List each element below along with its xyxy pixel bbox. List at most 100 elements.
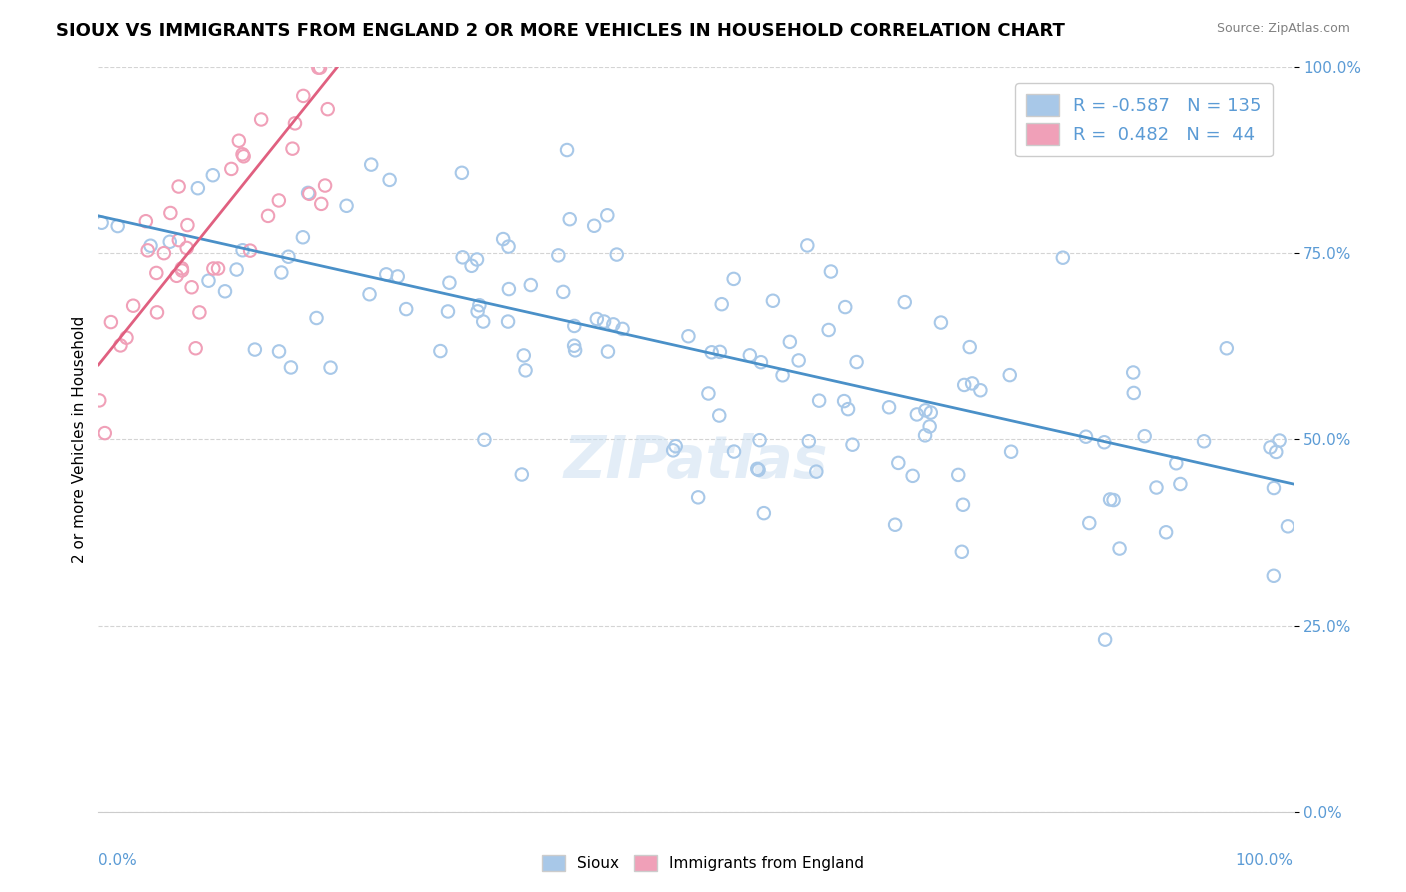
Point <box>662 443 685 458</box>
Point <box>94 426 117 441</box>
Point <box>221 161 243 176</box>
Point <box>929 316 952 330</box>
Point <box>1078 516 1101 530</box>
Point <box>498 239 520 253</box>
Point <box>231 147 253 161</box>
Point <box>612 322 634 336</box>
Point <box>593 314 616 328</box>
Point <box>820 264 842 278</box>
Point <box>474 433 496 447</box>
Point <box>952 498 974 512</box>
Point <box>564 343 586 358</box>
Point <box>316 102 339 116</box>
Point <box>697 386 720 401</box>
Point <box>779 334 801 349</box>
Point <box>467 304 489 318</box>
Point <box>1260 441 1282 455</box>
Text: SIOUX VS IMMIGRANTS FROM ENGLAND 2 OR MORE VEHICLES IN HOUSEHOLD CORRELATION CHA: SIOUX VS IMMIGRANTS FROM ENGLAND 2 OR MO… <box>56 22 1066 40</box>
Point <box>146 305 169 319</box>
Point <box>311 40 333 54</box>
Point <box>304 51 326 65</box>
Point <box>159 206 181 220</box>
Point <box>950 545 973 559</box>
Point <box>510 467 533 482</box>
Point <box>1122 366 1144 380</box>
Point <box>139 238 162 252</box>
Point <box>1263 481 1285 495</box>
Point <box>808 393 831 408</box>
Point <box>136 244 159 258</box>
Point <box>834 300 856 314</box>
Point <box>309 61 332 75</box>
Point <box>787 353 810 368</box>
Point <box>451 166 474 180</box>
Text: 0.0%: 0.0% <box>98 853 138 868</box>
Point <box>267 344 290 359</box>
Point <box>665 439 688 453</box>
Text: ZIPatlas: ZIPatlas <box>564 434 828 491</box>
Point <box>492 232 515 246</box>
Point <box>239 244 262 258</box>
Point <box>1166 456 1188 470</box>
Point <box>877 401 900 415</box>
Text: 100.0%: 100.0% <box>1236 853 1294 868</box>
Point <box>281 142 304 156</box>
Point <box>135 214 157 228</box>
Point <box>387 269 409 284</box>
Point <box>893 295 915 310</box>
Point <box>887 456 910 470</box>
Point <box>918 419 941 434</box>
Point <box>1216 341 1239 355</box>
Point <box>562 339 585 353</box>
Point <box>498 282 520 296</box>
Point <box>232 149 254 163</box>
Point <box>723 444 745 458</box>
Point <box>583 219 606 233</box>
Point <box>176 218 198 232</box>
Point <box>243 343 266 357</box>
Point <box>553 285 575 299</box>
Point <box>920 406 942 420</box>
Point <box>749 355 772 369</box>
Point <box>176 241 198 255</box>
Point <box>806 465 828 479</box>
Point <box>748 433 770 447</box>
Point <box>914 428 936 442</box>
Point <box>270 265 292 279</box>
Point <box>309 197 332 211</box>
Point <box>1052 251 1074 265</box>
Point <box>700 345 723 359</box>
Point <box>115 331 138 345</box>
Point <box>184 341 207 355</box>
Point <box>596 208 619 222</box>
Point <box>292 89 315 103</box>
Point <box>748 463 770 477</box>
Point <box>832 394 855 409</box>
Point <box>513 348 536 362</box>
Point <box>752 506 775 520</box>
Point <box>202 261 225 276</box>
Point <box>460 259 482 273</box>
Point <box>429 344 451 359</box>
Point <box>297 186 319 200</box>
Point <box>359 287 381 301</box>
Point <box>1154 525 1177 540</box>
Point <box>710 297 733 311</box>
Point <box>360 158 382 172</box>
Point <box>606 247 628 261</box>
Point <box>214 285 236 299</box>
Point <box>298 186 321 201</box>
Point <box>201 168 224 182</box>
Point <box>602 318 624 332</box>
Point <box>153 246 176 260</box>
Point <box>1092 435 1115 450</box>
Point <box>232 244 254 258</box>
Point <box>905 408 928 422</box>
Point <box>335 199 357 213</box>
Point <box>1263 568 1285 582</box>
Point <box>465 252 488 267</box>
Point <box>267 194 290 208</box>
Point <box>437 304 460 318</box>
Point <box>284 116 307 130</box>
Point <box>558 212 581 227</box>
